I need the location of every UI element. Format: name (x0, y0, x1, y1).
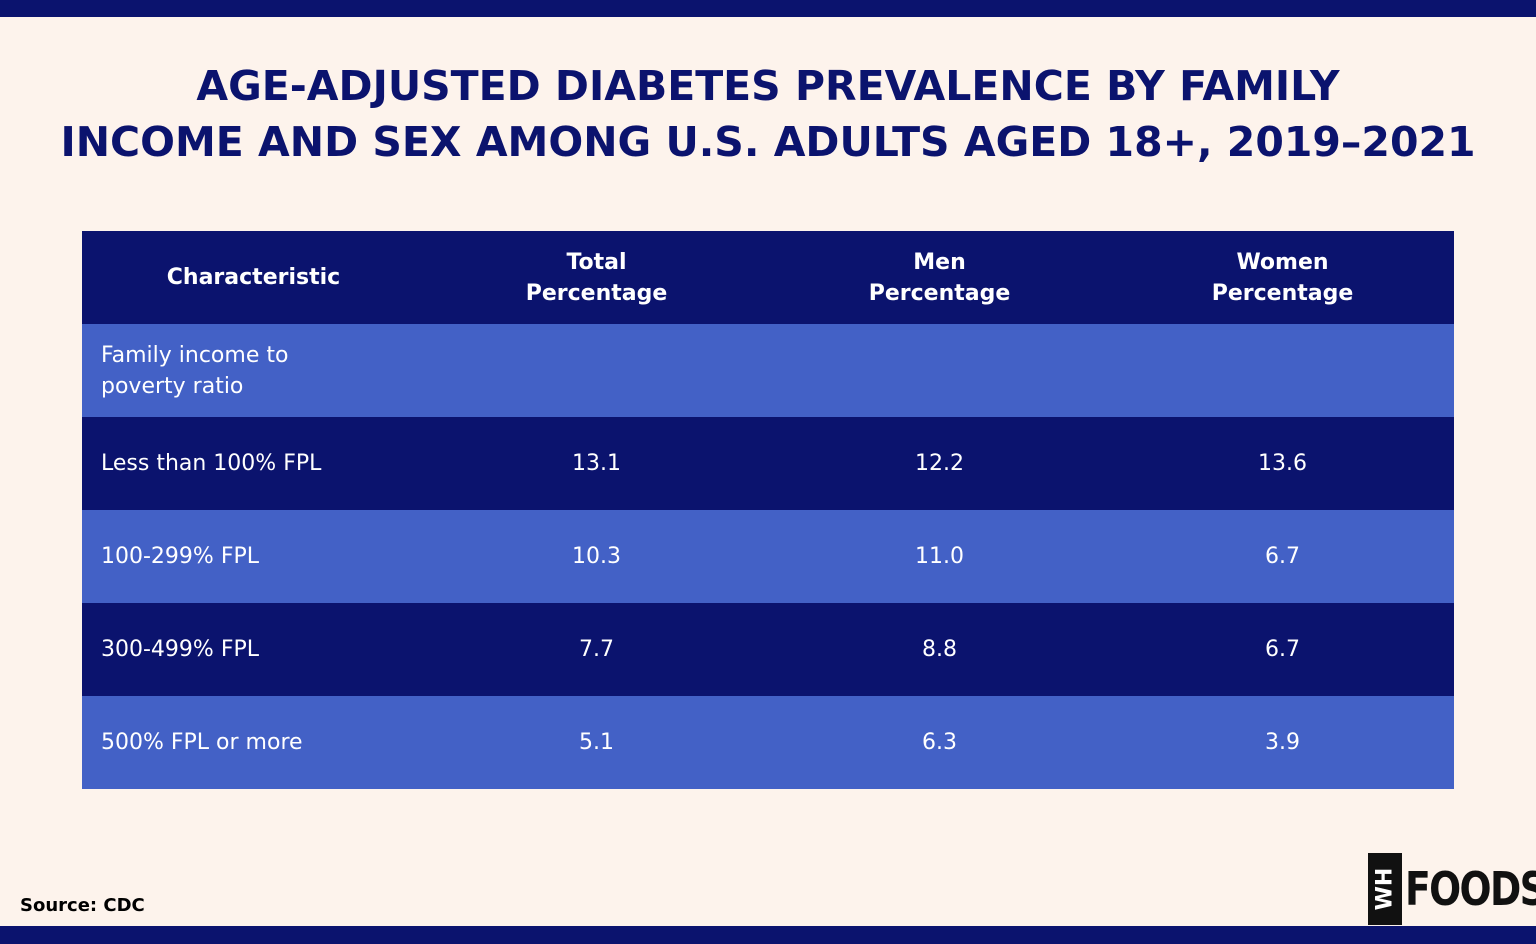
table-cell: 12.2 (768, 417, 1111, 510)
table-row: Family income to poverty ratio (82, 324, 1454, 417)
row-label: 300-499% FPL (82, 603, 425, 696)
cell-line: Percentage (868, 280, 1011, 306)
cell-line: Percentage (1211, 280, 1354, 306)
table-cell: 8.8 (768, 603, 1111, 696)
cell-line: poverty ratio (101, 373, 244, 399)
row-label: Less than 100% FPL (82, 417, 425, 510)
cell-line: Characteristic (166, 265, 341, 290)
table-row: 500% FPL or more 5.1 6.3 3.9 (82, 696, 1454, 789)
top-bar (0, 0, 1536, 17)
column-header: Men Percentage (768, 231, 1111, 324)
column-header: Characteristic (82, 231, 425, 324)
cell-line: Percentage (525, 280, 668, 306)
table-row: Less than 100% FPL 13.1 12.2 13.6 (82, 417, 1454, 510)
table-cell: 6.3 (768, 696, 1111, 789)
table-cell: 11.0 (768, 510, 1111, 603)
table-cell: 5.1 (425, 696, 768, 789)
table-row: 100-299% FPL 10.3 11.0 6.7 (82, 510, 1454, 603)
table-row: 300-499% FPL 7.7 8.8 6.7 (82, 603, 1454, 696)
data-table: Characteristic Total Percentage Men Percenta… (82, 231, 1454, 789)
logo-name: FOODS (1405, 862, 1536, 916)
title-line: INCOME AND SEX AMONG U.S. ADULTS AGED 18… (60, 118, 1476, 166)
logo-mark: WH (1372, 867, 1398, 911)
cell-line: Family income to (101, 342, 289, 368)
table-cell: 10.3 (425, 510, 768, 603)
table-cell: 6.7 (1111, 603, 1454, 696)
column-header: Total Percentage (425, 231, 768, 324)
row-label: 500% FPL or more (82, 696, 425, 789)
table-cell: 13.1 (425, 417, 768, 510)
empty-cell (425, 324, 768, 417)
table-cell: 7.7 (425, 603, 768, 696)
source: Source: CDC (20, 895, 145, 916)
title-line: AGE-ADJUSTED DIABETES PREVALENCE BY FAMI… (196, 62, 1340, 110)
row-label: 100-299% FPL (82, 510, 425, 603)
logo-box: WH (1368, 853, 1402, 925)
title: AGE-ADJUSTED DIABETES PREVALENCE BY FAMI… (0, 58, 1536, 170)
cell-line: Women (1236, 249, 1329, 275)
empty-cell (768, 324, 1111, 417)
table-cell: 13.6 (1111, 417, 1454, 510)
bottom-bar (0, 926, 1536, 944)
row-label: Family income to poverty ratio (82, 324, 425, 417)
table-cell: 3.9 (1111, 696, 1454, 789)
empty-cell (1111, 324, 1454, 417)
cell-line: Men (913, 249, 966, 275)
cell-line: Total (566, 249, 627, 275)
column-header: Women Percentage (1111, 231, 1454, 324)
table-cell: 6.7 (1111, 510, 1454, 603)
